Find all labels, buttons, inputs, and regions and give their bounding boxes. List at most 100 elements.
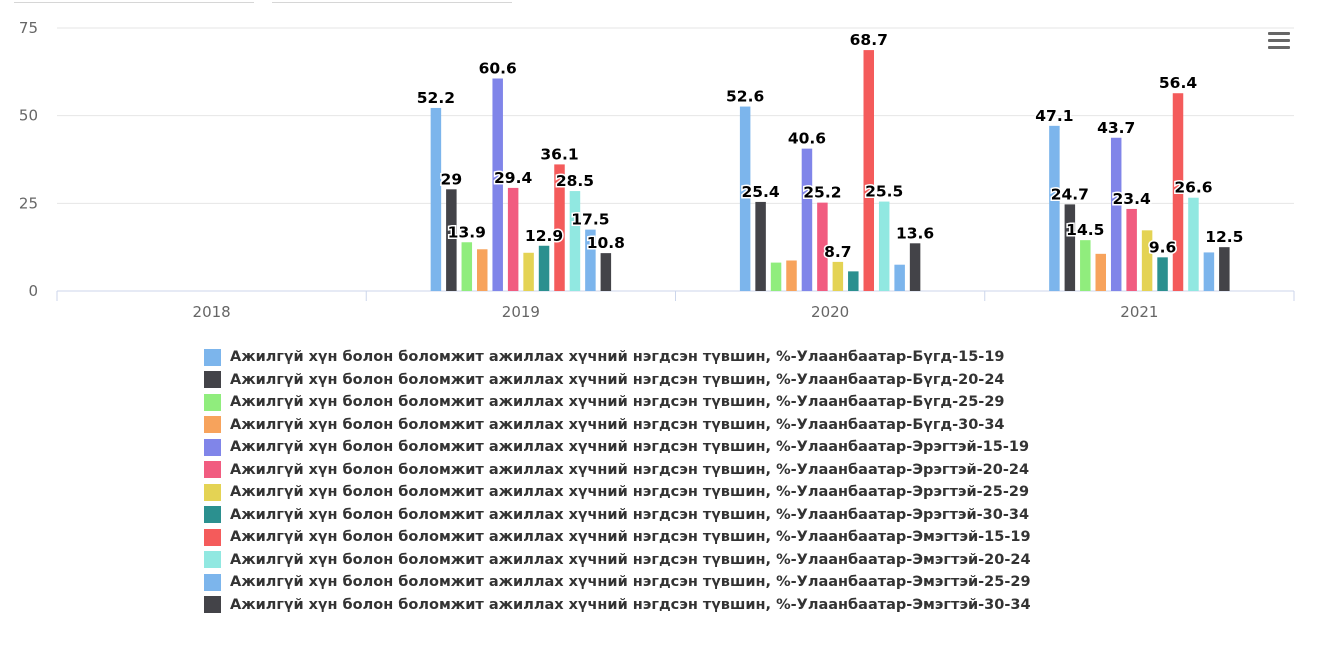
bar[interactable]: [461, 242, 473, 291]
data-label: 12.9: [525, 227, 563, 245]
data-label: 47.1: [1035, 107, 1073, 125]
bar[interactable]: [1157, 257, 1168, 291]
legend-label: Ажилгүй хүн болон боломжит ажиллах хүчни…: [230, 506, 1030, 523]
bar[interactable]: [817, 202, 828, 291]
x-tick-label: 2018: [193, 303, 231, 321]
legend-item[interactable]: Ажилгүй хүн болон боломжит ажиллах хүчни…: [204, 526, 1031, 549]
bar[interactable]: [1219, 247, 1230, 291]
legend-item[interactable]: Ажилгүй хүн болон боломжит ажиллах хүчни…: [204, 391, 1031, 414]
bar[interactable]: [569, 191, 581, 291]
bar[interactable]: [600, 253, 612, 291]
data-label: 56.4: [1159, 74, 1197, 92]
bar[interactable]: [1110, 137, 1122, 291]
legend-item[interactable]: Ажилгүй хүн болон боломжит ажиллах хүчни…: [204, 549, 1031, 572]
y-tick-label: 50: [19, 107, 38, 125]
data-label: 13.6: [896, 224, 934, 242]
top-tab-right[interactable]: [272, 0, 512, 3]
legend-label: Ажилгүй хүн болон боломжит ажиллах хүчни…: [230, 596, 1031, 613]
legend-swatch: [204, 573, 221, 591]
bar[interactable]: [446, 189, 457, 291]
legend-swatch: [204, 551, 221, 569]
bar[interactable]: [863, 50, 875, 292]
legend-item[interactable]: Ажилгүй хүн болон боломжит ажиллах хүчни…: [204, 459, 1031, 482]
data-label: 14.5: [1066, 221, 1104, 239]
top-tab-left[interactable]: [14, 0, 254, 3]
bar[interactable]: [1203, 252, 1215, 291]
data-label: 25.2: [803, 184, 841, 202]
bar[interactable]: [1080, 240, 1091, 291]
legend-swatch: [204, 348, 221, 366]
data-label: 40.6: [788, 130, 826, 148]
data-label: 17.5: [571, 211, 609, 229]
data-label: 43.7: [1097, 119, 1135, 137]
data-label: 25.4: [741, 183, 779, 201]
legend-label: Ажилгүй хүн болон боломжит ажиллах хүчни…: [230, 439, 1030, 456]
bars: [430, 50, 1230, 292]
legend-label: Ажилгүй хүн болон боломжит ажиллах хүчни…: [230, 484, 1030, 501]
bar[interactable]: [832, 261, 844, 291]
bar[interactable]: [878, 201, 890, 291]
legend-item[interactable]: Ажилгүй хүн болон боломжит ажиллах хүчни…: [204, 414, 1031, 437]
bar[interactable]: [1095, 253, 1107, 291]
legend-label: Ажилгүй хүн болон боломжит ажиллах хүчни…: [230, 574, 1031, 591]
legend-swatch: [204, 371, 221, 389]
bar[interactable]: [1064, 204, 1076, 291]
data-label: 36.1: [540, 145, 578, 163]
legend-item[interactable]: Ажилгүй хүн болон боломжит ажиллах хүчни…: [204, 369, 1031, 392]
data-label: 26.6: [1174, 179, 1212, 197]
y-tick-label: 75: [19, 19, 38, 37]
legend-item[interactable]: Ажилгүй хүн болон боломжит ажиллах хүчни…: [204, 504, 1031, 527]
column-chart: 0 25 50 75 2018 2019 2020 2021 52.2 29 13.9 60.6 2…: [19, 19, 1295, 321]
bar[interactable]: [1172, 93, 1184, 291]
hamburger-menu-icon[interactable]: [1268, 32, 1290, 52]
legend-label: Ажилгүй хүн болон боломжит ажиллах хүчни…: [230, 416, 1005, 433]
bar[interactable]: [554, 164, 565, 291]
bar[interactable]: [801, 148, 813, 291]
bar[interactable]: [1049, 125, 1060, 291]
bar[interactable]: [739, 106, 751, 291]
legend-item[interactable]: Ажилгүй хүн болон боломжит ажиллах хүчни…: [204, 571, 1031, 594]
data-label: 23.4: [1113, 190, 1151, 208]
bar[interactable]: [894, 264, 905, 291]
bar[interactable]: [538, 245, 550, 291]
y-axis-ticks: 0 25 50 75: [19, 19, 38, 300]
y-tick-label: 25: [19, 194, 38, 212]
legend-swatch: [204, 393, 221, 411]
bar[interactable]: [523, 252, 534, 291]
data-label: 9.6: [1149, 238, 1176, 256]
data-label: 52.2: [417, 89, 455, 107]
legend: Ажилгүй хүн болон боломжит ажиллах хүчни…: [204, 346, 1031, 616]
bar[interactable]: [507, 187, 519, 291]
data-label: 60.6: [479, 59, 517, 77]
bar[interactable]: [430, 107, 442, 292]
legend-label: Ажилгүй хүн болон боломжит ажиллах хүчни…: [230, 551, 1031, 568]
gridlines: [57, 27, 1294, 204]
bar[interactable]: [1126, 208, 1137, 291]
bar[interactable]: [1141, 230, 1153, 291]
bar[interactable]: [770, 262, 782, 291]
bar[interactable]: [492, 78, 503, 291]
bar[interactable]: [909, 243, 921, 291]
x-tick-label: 2020: [811, 303, 849, 321]
legend-label: Ажилгүй хүн болон боломжит ажиллах хүчни…: [230, 371, 1005, 388]
legend-item[interactable]: Ажилгүй хүн болон боломжит ажиллах хүчни…: [204, 436, 1031, 459]
data-label: 52.6: [726, 88, 764, 106]
legend-swatch: [204, 483, 221, 501]
legend-swatch: [204, 528, 221, 546]
data-label: 29.4: [494, 169, 532, 187]
data-label: 10.8: [587, 234, 625, 252]
legend-label: Ажилгүй хүн болон боломжит ажиллах хүчни…: [230, 349, 1005, 366]
data-label: 29: [441, 170, 463, 188]
bar[interactable]: [1188, 197, 1199, 291]
bar[interactable]: [755, 201, 766, 291]
data-label: 28.5: [556, 172, 594, 190]
bar[interactable]: [585, 229, 596, 291]
legend-item[interactable]: Ажилгүй хүн болон боломжит ажиллах хүчни…: [204, 481, 1031, 504]
legend-item[interactable]: Ажилгүй хүн болон боломжит ажиллах хүчни…: [204, 594, 1031, 617]
bar[interactable]: [786, 260, 797, 291]
legend-item[interactable]: Ажилгүй хүн болон боломжит ажиллах хүчни…: [204, 346, 1031, 369]
data-label: 24.7: [1051, 185, 1089, 203]
bar[interactable]: [848, 271, 859, 291]
legend-swatch: [204, 416, 221, 434]
bar[interactable]: [477, 249, 488, 291]
